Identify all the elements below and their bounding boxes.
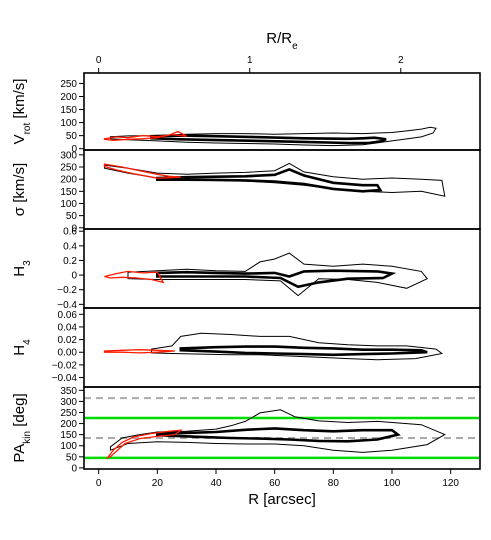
panel-h3-ytick-label-5: 0.6	[63, 227, 77, 238]
x-tick-label-2: 40	[210, 478, 222, 489]
top-axis: 0 1 2	[96, 55, 404, 73]
panel-vrot-ytick-label-5: 250	[60, 79, 77, 90]
panel-vrot-ytick-label-3: 150	[60, 105, 77, 116]
panel-h3-inner-contour	[156, 269, 397, 289]
panel-pakin-model-contour	[105, 429, 184, 460]
panel-sigma-ytick-label-2: 100	[60, 199, 77, 210]
panel-h4-ytick-label-4: 0.04	[58, 322, 78, 333]
panel-vrot-model-contour	[103, 130, 188, 141]
top-tick-label-2: 2	[398, 55, 404, 66]
panel-vrot-ytick-label-2: 100	[60, 118, 77, 129]
panel-sigma-frame	[83, 149, 481, 230]
x-tick-label-6: 120	[442, 478, 459, 489]
panel-vrot-content	[103, 126, 437, 147]
panel-pakin-ylabel-part-2: [deg]	[11, 393, 28, 431]
panel-sigma-inner-contour	[156, 168, 383, 193]
panel-vrot-ylabel-part-2: [km/s]	[11, 79, 28, 123]
panel-sigma-ytick-label-4: 200	[60, 175, 77, 186]
panel-h3-ytick-label-1: −0.2	[57, 285, 77, 296]
x-axis-label: R [arcsec]	[248, 491, 316, 508]
panel-h3-ytick-label-2: 0	[71, 271, 77, 282]
panel-h4-ytick-label-0: −0.04	[52, 373, 78, 384]
panel-pakin-ytick-label-4: 200	[60, 419, 77, 430]
panel-sigma-ytick-label-1: 50	[66, 211, 78, 222]
top-axis-label-main: R/R	[266, 30, 292, 47]
panel-h3-ylabel-part-1: 3	[22, 260, 33, 266]
panel-vrot-ylabel-part-0: V	[11, 134, 28, 144]
panel-vrot-ytick-label-0: 0	[71, 144, 77, 155]
panel-pakin-ylabel-part-0: PA	[11, 444, 28, 463]
panel-sigma-ytick-label-6: 300	[60, 150, 77, 161]
panel-h3-ylabel: H3	[11, 260, 33, 277]
panel-h3-model-contour	[104, 270, 165, 284]
panel-pakin-ytick-label-6: 300	[60, 397, 77, 408]
panel-pakin-ytick-label-2: 100	[60, 441, 77, 452]
panel-sigma-ytick-label-5: 250	[60, 163, 77, 174]
panel-h4-ytick-label-1: −0.02	[52, 360, 78, 371]
panel-h4-ylabel-part-0: H	[11, 345, 28, 356]
top-axis-label-sub: e	[292, 41, 298, 52]
panel-sigma-outer-contour	[104, 162, 446, 197]
panel-h3-content	[104, 252, 428, 297]
panel-vrot-inner-contour	[150, 134, 387, 145]
panel-h3: −0.4 −0.2 0 0.2 0.4 0.6 H3	[11, 227, 481, 311]
panel-vrot: 0 50 100 150 200 250 Vrot [km/s]	[11, 72, 481, 155]
panel-h4-content	[103, 332, 444, 361]
panel-h4-ytick-label-5: 0.06	[58, 310, 78, 321]
panel-pakin-ylabel-part-1: kin	[22, 431, 33, 444]
panel-h4-ytick-label-2: 0.00	[58, 348, 78, 359]
top-tick-label-1: 1	[247, 55, 253, 66]
x-tick-label-3: 60	[269, 478, 281, 489]
x-tick-label-4: 80	[328, 478, 340, 489]
top-axis-label: R/Re	[266, 30, 298, 52]
panel-h4-ytick-label-3: 0.02	[58, 335, 78, 346]
panel-sigma-content	[103, 162, 446, 197]
panel-pakin-content	[84, 397, 480, 460]
panel-pakin-ytick-label-1: 50	[66, 452, 78, 463]
panel-h3-ytick-label-0: −0.4	[57, 300, 77, 311]
panel-h3-outer-contour	[127, 252, 428, 297]
panel-vrot-outer-contour	[109, 126, 437, 147]
panel-h3-ytick-label-3: 0.2	[63, 256, 77, 267]
panel-sigma-model-contour	[103, 163, 181, 179]
panel-vrot-ytick-label-4: 200	[60, 92, 77, 103]
panel-h3-ylabel-part-0: H	[11, 266, 28, 277]
panel-pakin-outer-contour	[109, 409, 446, 453]
panel-h3-frame	[83, 228, 481, 309]
panel-vrot-ylabel-part-1: rot	[22, 123, 33, 135]
panel-sigma-ytick-label-0: 0	[71, 223, 77, 234]
panel-h3-ytick-label-4: 0.4	[63, 241, 77, 252]
x-tick-label-5: 100	[384, 478, 401, 489]
panel-sigma-ylabel: σ [km/s]	[11, 163, 28, 216]
x-axis: 0 20 40 60 80 100 120	[96, 469, 459, 489]
panel-pakin-ylabel: PAkin [deg]	[11, 393, 33, 462]
panel-h4-inner-contour	[179, 345, 428, 357]
top-tick-label-0: 0	[96, 55, 102, 66]
panel-pakin-ytick-label-7: 350	[60, 386, 77, 397]
panel-h4-ylabel-part-1: 4	[22, 339, 33, 345]
panel-h4-model-contour	[103, 349, 175, 354]
panel-pakin-ytick-label-5: 250	[60, 408, 77, 419]
panel-vrot-ylabel: Vrot [km/s]	[11, 79, 33, 145]
panel-sigma-ylabel-part-0: σ [km/s]	[11, 163, 28, 216]
panel-pakin-ytick-label-0: 0	[71, 463, 77, 474]
x-tick-label-1: 20	[152, 478, 164, 489]
panel-pakin-frame	[83, 386, 481, 470]
panel-vrot-ytick-label-1: 50	[66, 131, 78, 142]
panel-sigma-ytick-label-3: 150	[60, 187, 77, 198]
panel-h4: −0.04 −0.020.00 0.02 0.040.06 H4	[11, 307, 481, 388]
x-tick-label-0: 0	[96, 478, 102, 489]
panel-h4-outer-contour	[151, 332, 444, 361]
panel-h4-ylabel: H4	[11, 339, 33, 356]
panel-pakin-ytick-label-3: 150	[60, 430, 77, 441]
panel-pakin-inner-contour	[156, 427, 401, 443]
